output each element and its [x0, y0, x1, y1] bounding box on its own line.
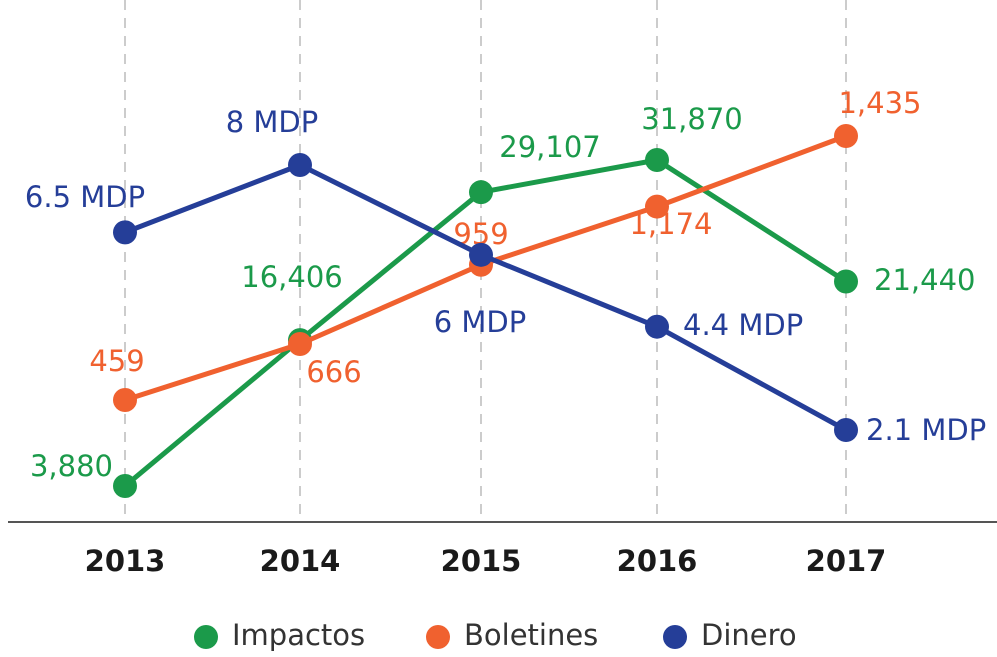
legend-label: Dinero	[701, 618, 797, 652]
point	[288, 332, 312, 357]
point	[834, 124, 858, 148]
data-label: 2.1 MDP	[866, 413, 986, 447]
data-label: 21,440	[874, 263, 975, 297]
data-label: 29,107	[499, 130, 600, 164]
legend-swatch	[194, 625, 218, 649]
point	[645, 194, 669, 219]
data-label: 666	[306, 355, 361, 389]
point	[645, 148, 669, 172]
point	[113, 388, 137, 412]
point	[288, 153, 312, 177]
legend-swatch	[663, 625, 687, 649]
x-tick-label: 2013	[85, 544, 166, 578]
series-line	[124, 162, 848, 433]
data-label: 4.4 MDP	[683, 308, 803, 342]
data-label: 6 MDP	[434, 305, 527, 339]
legend-label: Boletines	[464, 618, 598, 652]
point	[645, 314, 669, 339]
legend-swatch	[426, 625, 450, 649]
point	[469, 242, 493, 267]
x-tick-label: 2015	[441, 544, 522, 578]
data-label: 31,870	[641, 102, 742, 136]
data-label: 6.5 MDP	[25, 180, 145, 214]
data-label: 8 MDP	[226, 105, 319, 139]
data-label: 1,174	[629, 207, 712, 241]
point	[834, 418, 858, 442]
point	[834, 269, 858, 294]
data-label: 459	[89, 344, 144, 378]
data-label: 3,880	[30, 449, 113, 483]
x-tick-label: 2014	[260, 544, 341, 578]
point	[469, 180, 493, 205]
x-tick-label: 2016	[617, 544, 698, 578]
data-label: 16,406	[241, 260, 342, 294]
point	[113, 474, 137, 498]
data-label: 1,435	[838, 86, 921, 120]
x-tick-label: 2017	[806, 544, 887, 578]
point	[113, 220, 137, 245]
legend-label: Impactos	[232, 618, 365, 652]
